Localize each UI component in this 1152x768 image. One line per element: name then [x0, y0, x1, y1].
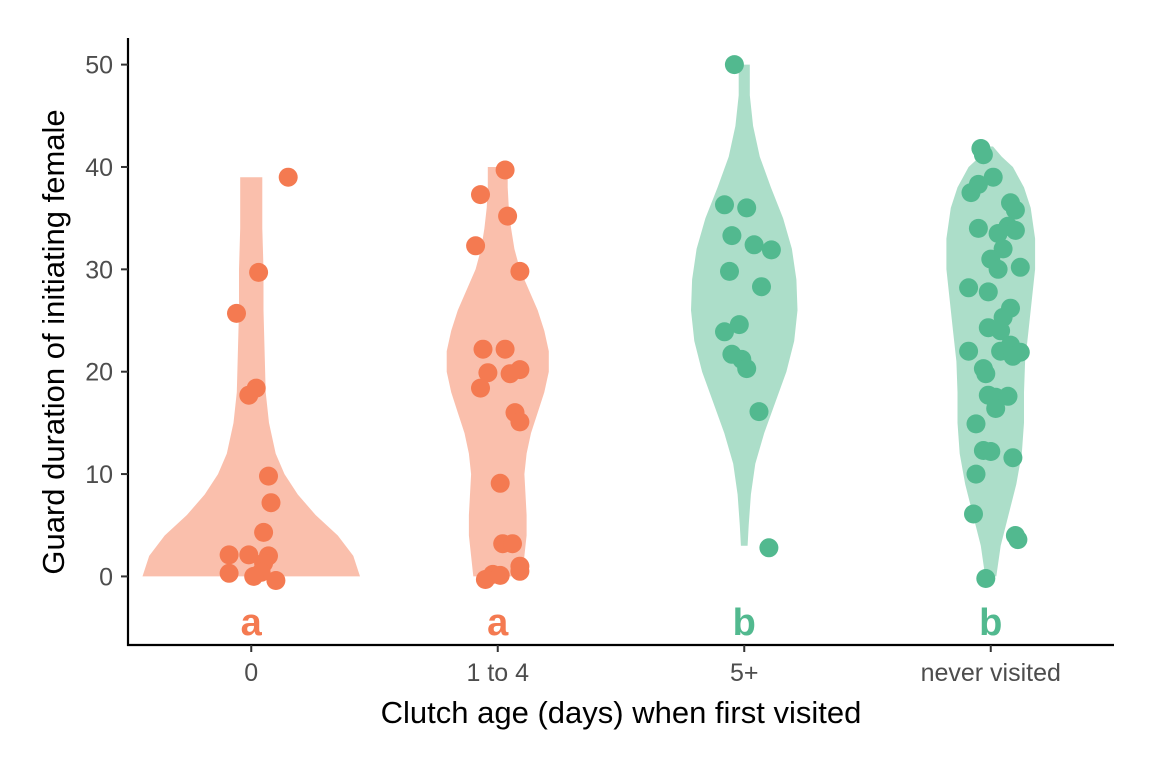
data-point	[473, 339, 493, 359]
data-point	[983, 167, 1003, 187]
y-axis-ticks: 0 10 20 30 40 50	[85, 52, 128, 591]
data-point	[239, 545, 259, 565]
data-point	[752, 277, 771, 297]
significance-letter-0: a	[241, 602, 263, 644]
data-point	[749, 402, 769, 422]
data-point	[991, 321, 1011, 341]
data-point	[998, 386, 1018, 406]
data-point	[471, 378, 490, 398]
y-tick-label: 50	[85, 52, 113, 80]
data-point	[219, 545, 239, 565]
x-axis-ticks: 0 1 to 4 5+ never visited	[244, 645, 1061, 687]
data-point	[988, 259, 1008, 279]
y-tick-label: 10	[85, 461, 113, 489]
data-point	[715, 322, 734, 342]
data-point	[966, 464, 986, 484]
data-point	[966, 414, 986, 434]
data-point	[715, 195, 734, 215]
data-point	[1005, 200, 1025, 220]
significance-letter-2: b	[733, 602, 756, 644]
data-point	[510, 261, 530, 281]
data-point	[471, 185, 490, 205]
x-axis-title: Clutch age (days) when first visited	[381, 695, 862, 730]
data-point	[737, 359, 757, 379]
violin-0	[142, 177, 360, 577]
data-point	[1005, 220, 1025, 240]
data-point	[266, 571, 286, 590]
data-point	[490, 473, 510, 493]
points-layer	[219, 55, 1030, 590]
data-point	[964, 504, 983, 524]
x-tick-label: never visited	[921, 659, 1061, 687]
data-point	[495, 339, 515, 359]
data-point	[978, 282, 998, 302]
violins-layer	[142, 64, 1036, 577]
data-point	[478, 363, 498, 383]
y-tick-label: 20	[85, 359, 113, 387]
data-point	[510, 412, 530, 432]
data-point	[973, 145, 993, 165]
significance-letter-3: b	[979, 602, 1002, 644]
data-point	[720, 261, 739, 281]
data-point	[959, 341, 979, 361]
data-point	[510, 360, 530, 380]
data-point	[495, 160, 515, 180]
data-point	[498, 206, 518, 226]
data-point	[1003, 346, 1023, 366]
data-point	[976, 364, 996, 384]
data-point	[729, 315, 749, 335]
data-point	[219, 563, 239, 583]
violin-1	[446, 167, 549, 577]
axes-layer	[126, 38, 1114, 647]
data-point	[722, 226, 742, 246]
data-point	[227, 303, 246, 323]
data-point	[259, 466, 278, 486]
data-point	[744, 235, 764, 255]
data-point	[981, 442, 1001, 461]
data-point	[976, 569, 996, 588]
y-tick-label: 40	[85, 154, 113, 182]
data-point	[466, 236, 486, 256]
data-point	[261, 493, 281, 513]
data-point	[510, 561, 530, 581]
y-tick-label: 0	[99, 563, 113, 591]
data-point	[254, 522, 274, 542]
data-point	[724, 55, 744, 75]
data-point	[278, 167, 298, 187]
data-point	[968, 218, 988, 238]
data-point	[959, 278, 979, 298]
data-point	[759, 538, 779, 558]
data-point	[737, 198, 757, 218]
data-point	[249, 262, 269, 282]
data-point	[244, 566, 264, 586]
data-point	[961, 183, 981, 203]
data-point	[1008, 530, 1028, 550]
data-point	[1010, 257, 1030, 277]
data-point	[239, 385, 259, 405]
significance-letter-1: a	[487, 602, 509, 644]
x-tick-label: 5+	[730, 659, 759, 687]
data-point	[986, 399, 1006, 418]
violin-2	[691, 64, 798, 546]
x-tick-label: 0	[244, 659, 258, 687]
data-point	[503, 534, 522, 554]
x-tick-label: 1 to 4	[466, 659, 529, 687]
data-point	[475, 570, 495, 589]
data-point	[1003, 448, 1023, 468]
data-point	[761, 240, 781, 260]
y-axis-title: Guard duration of initiating female	[36, 109, 71, 574]
y-tick-label: 30	[85, 256, 113, 284]
data-point	[490, 565, 510, 585]
